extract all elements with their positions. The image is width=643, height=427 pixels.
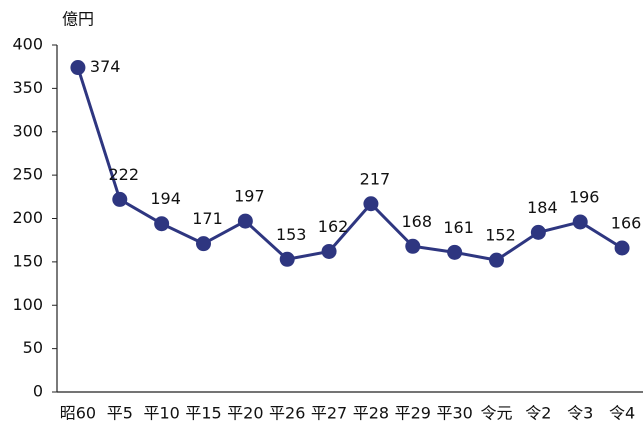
point [405,238,421,254]
x-tick-label: 平10 [143,404,179,423]
x-tick-label: 令3 [567,404,593,423]
point [196,236,211,252]
point [279,251,295,267]
x-tick-label: 令4 [609,404,635,423]
data-label: 162 [318,217,349,236]
x-tick-label: 平26 [269,404,305,423]
y-tick-label: 350 [12,78,43,97]
y-tick-label: 150 [12,251,43,270]
point [572,214,588,230]
data-label: 222 [109,165,140,184]
point [614,240,630,256]
data-label: 217 [360,169,391,188]
x-tick-label: 令2 [525,404,551,423]
y-tick-label: 0 [33,382,43,401]
point [321,243,337,259]
x-tick-label: 平30 [436,404,472,423]
x-tick-label: 平27 [311,404,347,423]
data-label: 374 [90,57,121,76]
line [76,67,623,262]
data-label: 152 [485,226,516,245]
point [363,196,379,212]
y-tick-label: 200 [12,208,43,227]
data-label: 161 [443,218,474,237]
x-tick-label: 平20 [227,404,263,423]
data-label: 171 [192,209,223,228]
y-tick-label: 300 [12,121,43,140]
data-label: 166 [611,213,642,232]
x-tick-label: 平15 [185,404,221,423]
data-label: 153 [276,225,307,244]
data-label: 196 [569,187,600,206]
x-tick-label: 令元 [480,404,512,423]
x-tick-label: 平5 [107,404,133,423]
y-tick-label: 50 [23,338,43,357]
y-axis-unit: 億円 [62,10,94,29]
data-label: 184 [527,198,558,217]
y-tick-label: 100 [12,295,43,314]
point [447,244,463,260]
point [530,224,546,240]
point [112,191,128,207]
data-label: 197 [234,187,265,206]
x-tick-label: 昭60 [60,404,96,423]
y-tick-label: 400 [12,35,43,54]
x-tick-label: 平29 [395,404,431,423]
point [237,213,253,229]
point [70,60,86,76]
point [489,252,504,268]
point [154,216,170,232]
data-label: 168 [402,212,433,231]
x-tick-label: 平28 [353,404,389,423]
y-tick-label: 250 [12,165,43,184]
data-label: 194 [150,189,181,208]
